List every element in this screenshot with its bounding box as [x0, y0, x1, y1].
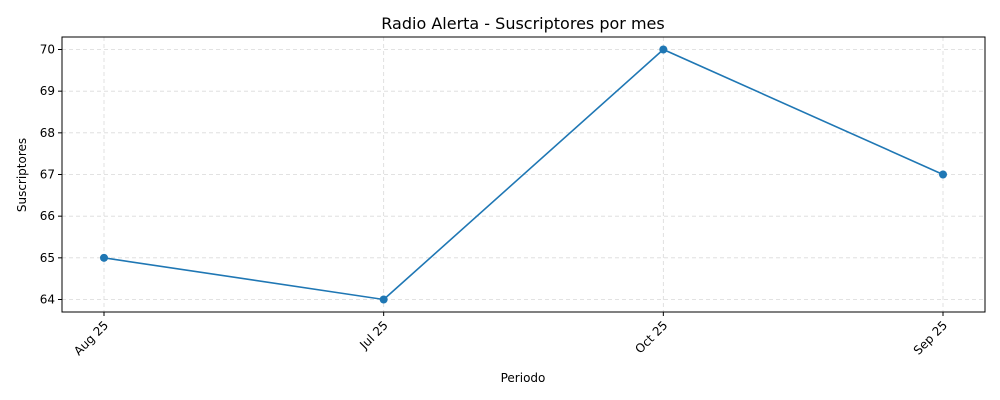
y-tick-label: 65	[40, 251, 55, 265]
x-tick-label: Jul 25	[356, 318, 390, 352]
y-tick-label: 70	[40, 43, 55, 57]
y-tick-label: 69	[40, 84, 55, 98]
data-point	[659, 45, 668, 54]
series-layer	[100, 45, 947, 304]
y-tick-label: 64	[40, 293, 55, 307]
x-tick-label: Sep 25	[911, 318, 950, 357]
series-line	[103, 48, 944, 301]
data-point	[100, 253, 108, 262]
data-point	[379, 295, 388, 304]
x-tick-label: Aug 25	[71, 318, 111, 358]
grid-layer	[62, 37, 985, 312]
axes-layer: 64 65 66 67 68 69 70 Aug 25 Jul 25 Oct 25 Sep 25	[40, 36, 986, 358]
x-axis-label: Periodo	[501, 371, 546, 385]
chart-title: Radio Alerta - Suscriptores por mes	[381, 14, 664, 33]
x-tick-label: Oct 25	[632, 318, 670, 356]
y-axis-label: Suscriptores	[15, 138, 29, 212]
y-tick-label: 67	[40, 168, 55, 182]
data-point	[939, 170, 947, 179]
y-tick-label: 68	[40, 126, 55, 140]
y-tick-label: 66	[40, 209, 55, 223]
